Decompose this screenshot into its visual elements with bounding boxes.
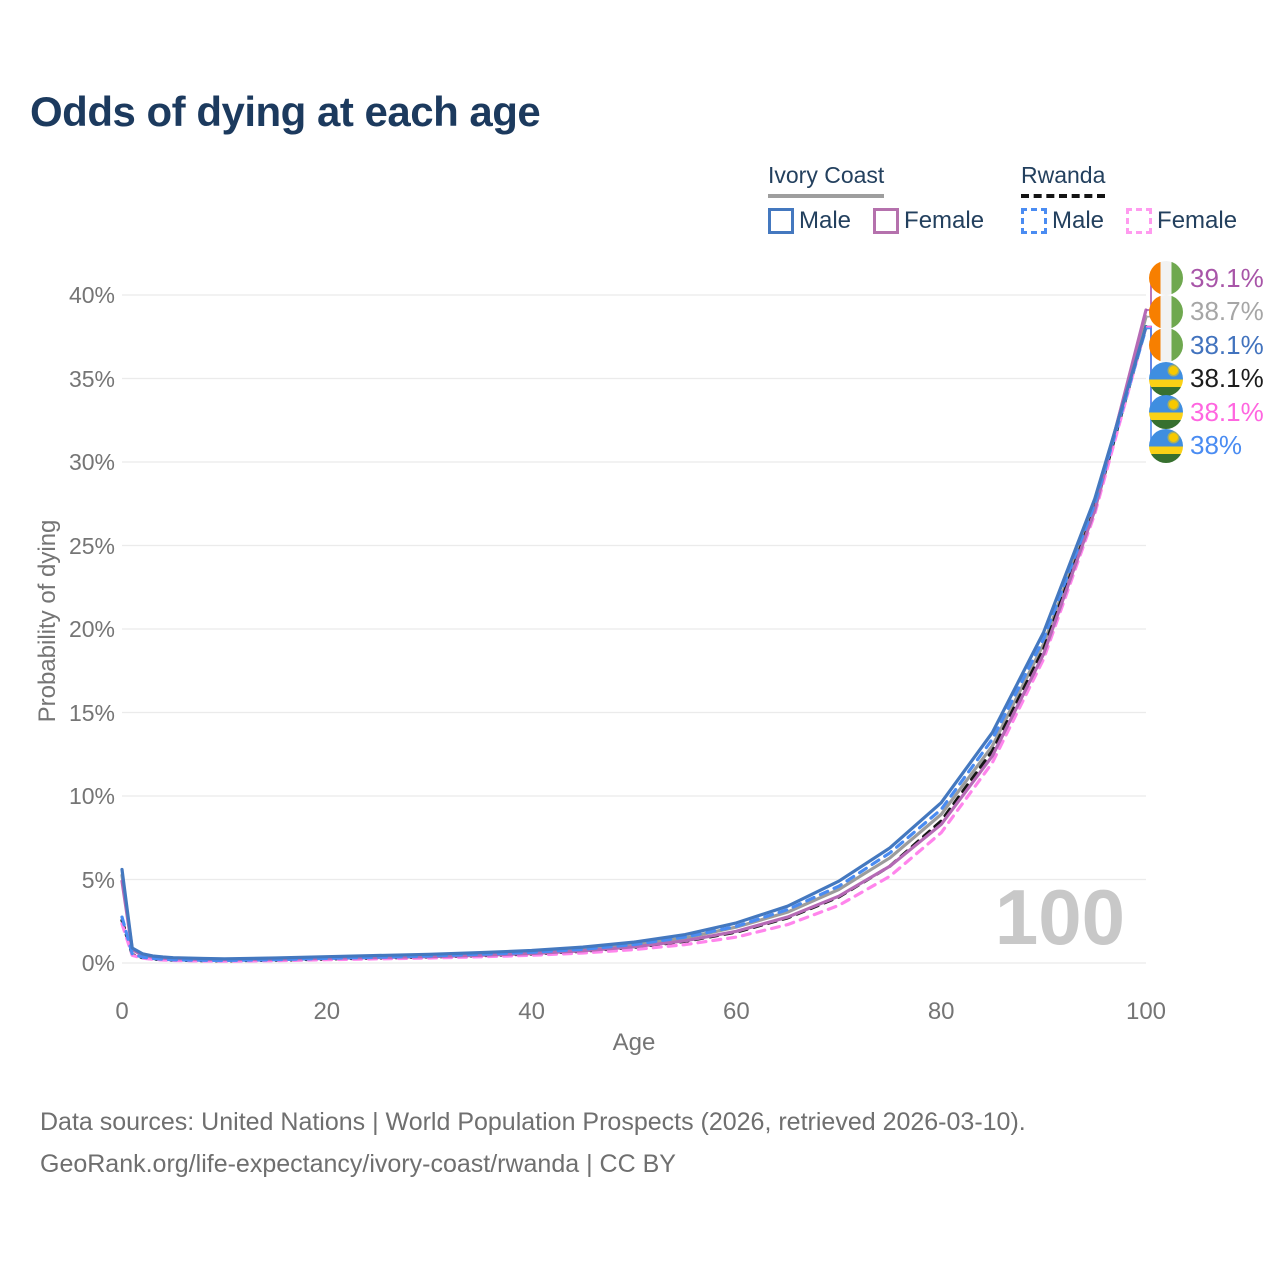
- y-tick-10%: 10%: [68, 783, 115, 809]
- x-axis-title: Age: [612, 1029, 656, 1056]
- end-label-row-ivory-coast-female: 39.1%: [1149, 261, 1264, 295]
- y-tick-5%: 5%: [81, 866, 115, 893]
- y-tick-30%: 30%: [68, 449, 115, 475]
- legend-label-ivory-coast-female[interactable]: Female: [904, 207, 985, 234]
- x-tick-40: 40: [518, 998, 545, 1025]
- end-value-label: 38.1%: [1190, 363, 1264, 393]
- legend-header-ivory-coast[interactable]: Ivory Coast: [768, 162, 885, 198]
- rwanda-flag-icon: [1149, 361, 1183, 396]
- y-tick-20%: 20%: [68, 616, 115, 642]
- end-value-label: 38%: [1190, 430, 1243, 460]
- end-label-row-rwanda-female: 38.1%: [1149, 395, 1264, 429]
- series-line-rwanda-both[interactable]: [120, 325, 1148, 963]
- legend-label-rwanda-female[interactable]: Female: [1157, 207, 1238, 234]
- end-label-row-ivory-coast-male: 38.1%: [1149, 328, 1264, 362]
- page-title: Odds of dying at each age: [30, 88, 541, 135]
- end-value-label: 39.1%: [1190, 262, 1264, 293]
- end-label-row-rwanda-male: 38%: [1149, 428, 1243, 463]
- series-line-ivory-coast-female[interactable]: [120, 308, 1148, 962]
- x-tick-0: 0: [115, 998, 129, 1025]
- x-tick-60: 60: [723, 998, 750, 1025]
- x-tick-20: 20: [313, 998, 341, 1025]
- legend-group-rwanda: Rwanda Male Female: [1021, 162, 1237, 235]
- legend-swatch-ivory-coast-male[interactable]: [768, 208, 794, 234]
- end-value-label: 38.1%: [1190, 396, 1264, 427]
- rwanda-sun-icon: [1168, 399, 1178, 409]
- y-tick-15%: 15%: [68, 699, 115, 726]
- legend-swatch-rwanda-female[interactable]: [1126, 208, 1153, 234]
- ivory-coast-flag-icon: [1149, 328, 1183, 362]
- rwanda-flag-icon: [1149, 428, 1183, 463]
- legend-label-ivory-coast-male[interactable]: Male: [799, 207, 852, 234]
- series-line-rwanda-female[interactable]: [120, 325, 1148, 963]
- end-value-label: 38.1%: [1190, 329, 1264, 360]
- watermark-age-100: 100: [994, 873, 1126, 961]
- y-tick-40%: 40%: [68, 282, 115, 308]
- ivory-coast-flag-icon: [1149, 294, 1183, 329]
- y-tick-25%: 25%: [68, 532, 115, 559]
- rwanda-sun-icon: [1168, 433, 1178, 443]
- series-line-ivory-coast-both[interactable]: [120, 315, 1148, 961]
- legend-header-rwanda[interactable]: Rwanda: [1021, 162, 1106, 198]
- legend-swatch-ivory-coast-female[interactable]: [873, 208, 900, 234]
- series-line-rwanda-male[interactable]: [120, 326, 1148, 963]
- data-sources-text: Data sources: United Nations | World Pop…: [40, 1108, 1026, 1136]
- y-tick-35%: 35%: [68, 365, 115, 392]
- rwanda-sun-icon: [1168, 366, 1178, 376]
- end-label-row-rwanda-both: 38.1%: [1149, 361, 1264, 396]
- end-value-label: 38.7%: [1190, 296, 1264, 326]
- attribution-link-text: GeoRank.org/life-expectancy/ivory-coast/…: [40, 1150, 676, 1178]
- rwanda-flag-icon: [1149, 395, 1183, 429]
- legend-label-rwanda-male[interactable]: Male: [1052, 207, 1105, 234]
- legend-group-ivory-coast: Ivory Coast Male Female: [768, 162, 984, 235]
- series-line-ivory-coast-male[interactable]: [120, 325, 1148, 961]
- end-label-row-ivory-coast-both: 38.7%: [1149, 294, 1264, 329]
- x-tick-100: 100: [1125, 998, 1167, 1025]
- x-tick-80: 80: [927, 998, 955, 1025]
- y-tick-0%: 0%: [81, 950, 115, 976]
- ivory-coast-flag-icon: [1149, 261, 1183, 295]
- legend-swatch-rwanda-male[interactable]: [1021, 208, 1047, 234]
